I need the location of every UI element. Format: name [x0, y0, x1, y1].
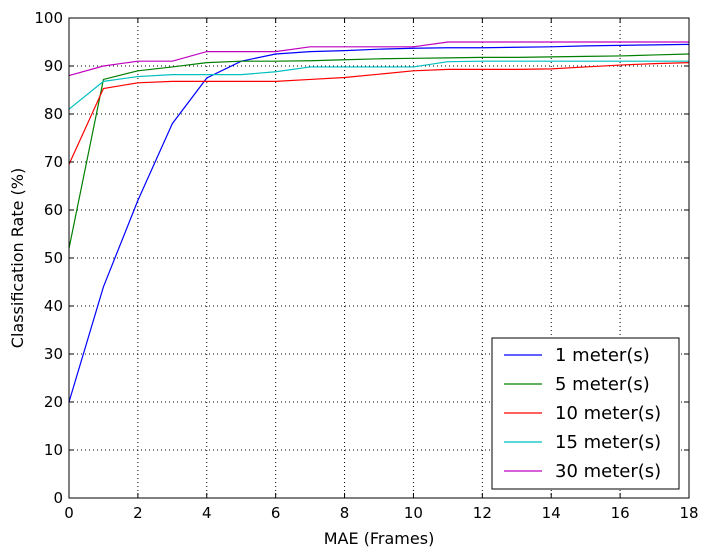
x-tick-label: 16	[611, 504, 630, 522]
y-axis-ticks: 0 10 20 30 40 50 60 70 80 90 100	[34, 9, 689, 507]
legend-entry-label: 5 meter(s)	[555, 374, 650, 395]
x-tick-label: 18	[679, 504, 698, 522]
series-line-5	[68, 41, 689, 77]
y-tick-label: 50	[44, 249, 63, 267]
series-line-3	[68, 62, 690, 165]
series-line-2	[68, 53, 690, 249]
x-axis-ticks: 0 2 4 6 8 10 12 14 16 18	[64, 18, 699, 522]
series-line-4	[68, 60, 689, 110]
y-tick-label: 20	[44, 393, 63, 411]
x-tick-label: 4	[202, 504, 212, 522]
x-axis-label: MAE (Frames)	[324, 529, 435, 548]
x-tick-label: 14	[542, 504, 561, 522]
legend-entry-label: 15 meter(s)	[555, 432, 661, 453]
y-axis-label: Classification Rate (%)	[8, 168, 27, 348]
series-line-1	[68, 43, 690, 403]
legend-entry-label: 1 meter(s)	[555, 345, 650, 366]
y-tick-label: 0	[53, 489, 63, 507]
x-tick-label: 8	[340, 504, 350, 522]
x-tick-label: 12	[473, 504, 492, 522]
y-tick-label: 100	[34, 9, 63, 27]
y-tick-label: 40	[44, 297, 63, 315]
y-tick-label: 70	[44, 153, 63, 171]
series-lines	[68, 41, 690, 403]
y-tick-label: 80	[44, 105, 63, 123]
y-tick-label: 90	[44, 57, 63, 75]
y-tick-label: 10	[44, 441, 63, 459]
y-tick-label: 30	[44, 345, 63, 363]
x-tick-label: 0	[64, 504, 74, 522]
x-tick-label: 2	[133, 504, 143, 522]
legend: 1 meter(s) 5 meter(s) 10 meter(s) 15 meter(…	[491, 337, 680, 490]
x-tick-label: 10	[404, 504, 423, 522]
legend-entry-label: 10 meter(s)	[555, 403, 661, 424]
x-tick-label: 6	[271, 504, 281, 522]
y-tick-label: 60	[44, 201, 63, 219]
legend-entry-label: 30 meter(s)	[555, 461, 661, 482]
